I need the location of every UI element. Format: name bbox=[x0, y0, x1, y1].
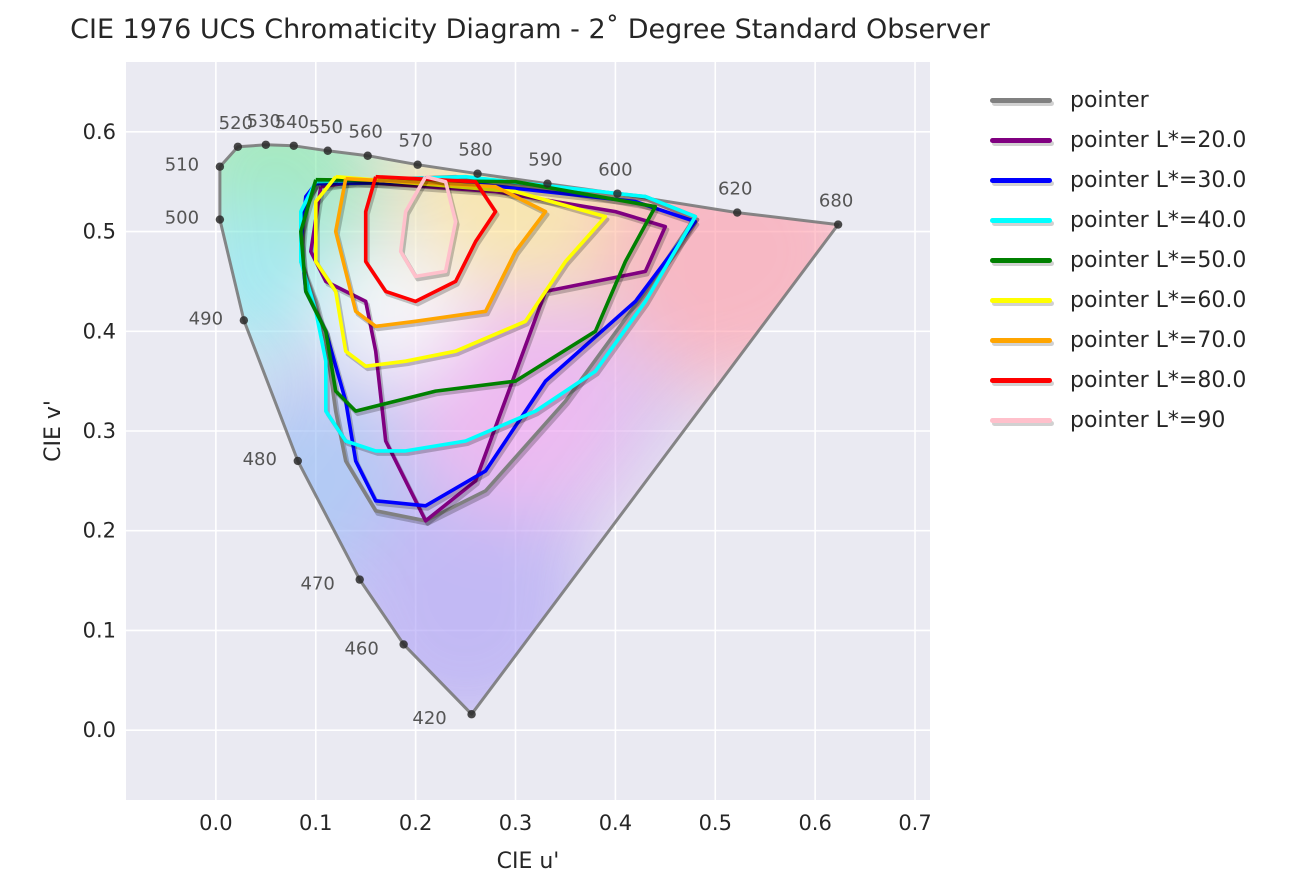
wavelength-marker bbox=[399, 640, 408, 649]
series-line bbox=[363, 174, 498, 304]
legend-swatch bbox=[990, 337, 1052, 343]
legend-swatch bbox=[990, 177, 1052, 183]
wavelength-marker bbox=[473, 169, 482, 178]
wavelength-marker bbox=[215, 215, 225, 224]
series-line bbox=[398, 174, 458, 279]
x-tick-label: 0.3 bbox=[499, 811, 532, 835]
wavelength-marker bbox=[733, 208, 742, 217]
legend-swatch bbox=[990, 97, 1052, 103]
wavelength-marker bbox=[289, 141, 298, 150]
legend-label: pointer L*=20.0 bbox=[1070, 127, 1247, 153]
y-tick-label: 0.1 bbox=[83, 618, 116, 642]
wavelength-marker bbox=[233, 142, 243, 151]
legend-swatch bbox=[990, 217, 1052, 223]
y-tick-label: 0.2 bbox=[83, 519, 116, 543]
legend-label: pointer L*=90 bbox=[1070, 407, 1226, 433]
series-5 bbox=[313, 174, 610, 372]
wavelength-label: 500 bbox=[165, 208, 199, 229]
wavelength-label: 490 bbox=[189, 308, 223, 329]
wavelength-label: 510 bbox=[165, 155, 199, 176]
legend-swatch bbox=[990, 137, 1052, 143]
y-tick-label: 0.0 bbox=[83, 718, 116, 742]
series-4 bbox=[298, 177, 660, 417]
wavelength-label: 460 bbox=[344, 638, 378, 659]
series-line bbox=[298, 177, 658, 413]
legend-item: pointer L*=80.0 bbox=[990, 360, 1246, 400]
wavelength-label: 480 bbox=[243, 449, 277, 470]
legend-swatch bbox=[990, 257, 1052, 263]
x-tick-label: 0.5 bbox=[699, 811, 732, 835]
series-line bbox=[313, 174, 608, 369]
wavelength-label: 680 bbox=[819, 191, 853, 212]
legend-item: pointer L*=30.0 bbox=[990, 160, 1246, 200]
legend-item: pointer L*=20.0 bbox=[990, 120, 1246, 160]
x-tick-label: 0.0 bbox=[199, 811, 232, 835]
wavelength-marker bbox=[323, 146, 332, 155]
legend-swatch bbox=[990, 297, 1052, 303]
x-tick-label: 0.7 bbox=[898, 811, 931, 835]
wavelength-marker bbox=[543, 179, 552, 188]
wavelength-label: 520 bbox=[219, 113, 253, 134]
y-axis-label: CIE v' bbox=[41, 400, 66, 462]
y-tick-label: 0.5 bbox=[83, 220, 116, 244]
wavelength-marker bbox=[355, 575, 364, 584]
chart-title: CIE 1976 UCS Chromaticity Diagram - 2˚ D… bbox=[70, 14, 990, 45]
wavelength-marker bbox=[363, 151, 372, 160]
wavelength-label: 530 bbox=[247, 111, 281, 132]
x-tick-label: 0.1 bbox=[299, 811, 332, 835]
wavelength-label: 540 bbox=[275, 112, 309, 133]
legend-item: pointer L*=40.0 bbox=[990, 200, 1246, 240]
legend-swatch bbox=[990, 417, 1052, 423]
series-line bbox=[333, 176, 548, 329]
wavelength-marker bbox=[215, 162, 225, 171]
wavelength-label: 600 bbox=[598, 160, 632, 181]
legend-label: pointer bbox=[1070, 87, 1149, 113]
wavelength-label: 580 bbox=[458, 140, 492, 161]
legend-swatch bbox=[990, 377, 1052, 383]
x-tick-label: 0.2 bbox=[399, 811, 432, 835]
legend-item: pointer bbox=[990, 80, 1246, 120]
legend-label: pointer L*=50.0 bbox=[1070, 247, 1247, 273]
wavelength-marker bbox=[293, 456, 302, 466]
legend-label: pointer L*=70.0 bbox=[1070, 327, 1247, 353]
series-3 bbox=[298, 174, 700, 456]
wavelength-marker bbox=[467, 710, 476, 719]
series-8 bbox=[398, 174, 460, 282]
y-tick-label: 0.3 bbox=[83, 419, 116, 443]
chart-legend: pointer pointer L*=20.0 pointer L*=30.0 poi… bbox=[990, 80, 1246, 440]
x-axis-label: CIE u' bbox=[497, 849, 560, 874]
wavelength-label: 620 bbox=[718, 179, 752, 200]
legend-item: pointer L*=70.0 bbox=[990, 320, 1246, 360]
wavelength-label: 420 bbox=[412, 708, 446, 729]
legend-label: pointer L*=30.0 bbox=[1070, 167, 1247, 193]
x-tick-label: 0.6 bbox=[798, 811, 831, 835]
wavelength-marker bbox=[261, 140, 271, 149]
wavelength-label: 590 bbox=[528, 150, 562, 171]
series-line bbox=[298, 174, 698, 453]
wavelength-marker bbox=[239, 316, 249, 325]
legend-label: pointer L*=80.0 bbox=[1070, 367, 1247, 393]
x-tick-label: 0.4 bbox=[599, 811, 632, 835]
legend-item: pointer L*=90 bbox=[990, 400, 1246, 440]
legend-item: pointer L*=60.0 bbox=[990, 280, 1246, 320]
legend-label: pointer L*=60.0 bbox=[1070, 287, 1247, 313]
series-6 bbox=[333, 176, 550, 332]
legend-item: pointer L*=50.0 bbox=[990, 240, 1246, 280]
series-7 bbox=[363, 174, 500, 307]
wavelength-label: 470 bbox=[301, 574, 335, 595]
wavelength-marker bbox=[833, 220, 843, 229]
wavelength-label: 550 bbox=[309, 117, 343, 138]
y-tick-label: 0.6 bbox=[83, 120, 116, 144]
wavelength-label: 570 bbox=[398, 131, 432, 152]
wavelength-marker bbox=[413, 160, 422, 169]
y-tick-label: 0.4 bbox=[83, 319, 116, 343]
legend-label: pointer L*=40.0 bbox=[1070, 207, 1247, 233]
wavelength-marker bbox=[613, 189, 622, 198]
wavelength-label: 560 bbox=[349, 122, 383, 143]
